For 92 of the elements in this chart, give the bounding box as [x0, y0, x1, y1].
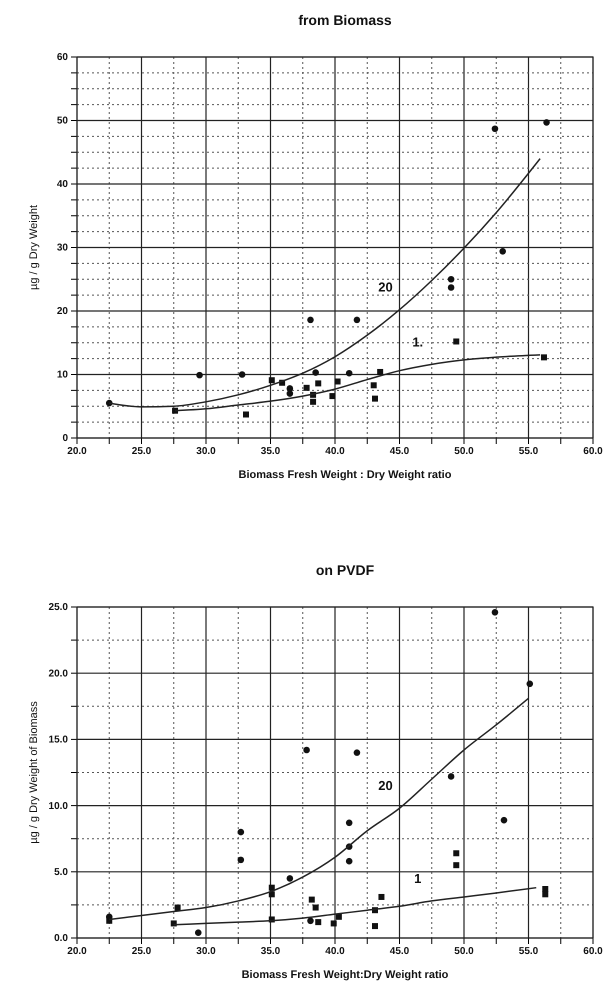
chart-title: from Biomass — [298, 12, 392, 28]
point — [303, 746, 310, 754]
point — [312, 904, 319, 911]
x-tick-label: 55.0 — [518, 946, 539, 958]
x-tick-label: 45.0 — [390, 946, 410, 958]
point — [354, 316, 360, 324]
y-axis-title: µg / g Dry Weight of Biomass — [28, 700, 40, 844]
y-axis-title: µg / g Dry Weight — [28, 205, 40, 290]
point — [315, 919, 322, 926]
point — [336, 914, 342, 920]
point — [238, 828, 244, 836]
point — [448, 276, 454, 283]
point — [310, 398, 316, 405]
x-tick-label: 25.0 — [132, 446, 152, 458]
point — [268, 884, 275, 891]
y-tick-label: 20.0 — [48, 668, 68, 680]
x-tick-label: 30.0 — [196, 946, 216, 958]
y-tick-label: 60 — [56, 52, 68, 64]
point — [238, 856, 244, 864]
point — [526, 680, 534, 688]
x-axis-title: Biomass Fresh Weight:Dry Weight ratio — [242, 969, 449, 981]
point — [543, 119, 550, 126]
point — [329, 393, 336, 400]
point — [453, 338, 460, 344]
x-tick-label: 25.0 — [132, 946, 152, 958]
point — [268, 891, 275, 898]
y-tick-label: 0 — [62, 433, 68, 444]
point — [372, 396, 378, 402]
point — [174, 904, 181, 911]
point — [378, 894, 384, 900]
point — [346, 858, 352, 864]
x-tick-label: 50.0 — [454, 946, 474, 958]
point — [315, 380, 322, 386]
point — [377, 368, 384, 375]
point — [330, 920, 337, 926]
series-label: 1 — [414, 870, 422, 886]
y-tick-label: 0.0 — [54, 933, 68, 944]
point — [194, 929, 202, 936]
series-label: 20 — [378, 280, 393, 295]
x-tick-label: 55.0 — [518, 446, 539, 458]
y-tick-label: 5.0 — [54, 867, 68, 878]
y-tick-label: 50 — [56, 116, 68, 127]
point — [453, 862, 460, 868]
point — [370, 382, 377, 388]
x-tick-label: 30.0 — [196, 446, 216, 458]
x-tick-label: 35.0 — [260, 946, 281, 958]
x-axis-title: Biomass Fresh Weight : Dry Weight ratio — [238, 469, 452, 481]
point — [307, 316, 314, 324]
series-label: 1. — [412, 334, 424, 350]
y-tick-label: 25.0 — [48, 602, 68, 614]
y-tick-label: 30 — [56, 242, 68, 254]
point — [312, 369, 319, 376]
y-tick-label: 40 — [56, 179, 68, 190]
point — [542, 891, 548, 898]
y-tick-label: 10.0 — [48, 800, 68, 812]
x-tick-label: 60.0 — [583, 446, 604, 458]
x-tick-label: 40.0 — [325, 946, 346, 958]
point — [286, 875, 294, 882]
point — [307, 918, 314, 924]
point — [448, 773, 454, 780]
x-tick-label: 20.0 — [67, 946, 88, 958]
point — [542, 886, 548, 892]
x-tick-label: 40.0 — [325, 446, 346, 458]
y-tick-label: 15.0 — [48, 734, 68, 746]
x-tick-label: 45.0 — [390, 446, 410, 458]
point — [308, 896, 315, 903]
point — [346, 820, 352, 826]
point — [448, 284, 454, 291]
point — [540, 354, 547, 360]
y-tick-label: 20 — [56, 306, 68, 318]
x-tick-label: 60.0 — [583, 946, 604, 958]
chart-title: on PVDF — [316, 562, 375, 578]
point — [354, 749, 360, 756]
x-tick-label: 50.0 — [454, 446, 474, 458]
point — [492, 125, 498, 132]
point — [242, 412, 249, 418]
point — [286, 390, 294, 397]
point — [499, 248, 506, 255]
point — [238, 371, 246, 378]
point — [304, 384, 310, 391]
series-label: 20 — [378, 778, 393, 794]
point — [492, 609, 498, 616]
point — [500, 816, 508, 824]
point — [453, 850, 460, 856]
point — [346, 370, 352, 377]
y-tick-label: 10 — [56, 370, 68, 381]
point — [334, 378, 341, 384]
x-tick-label: 20.0 — [67, 446, 88, 458]
point — [372, 923, 378, 930]
point — [268, 377, 275, 384]
x-tick-label: 35.0 — [260, 446, 281, 458]
point — [196, 372, 203, 378]
